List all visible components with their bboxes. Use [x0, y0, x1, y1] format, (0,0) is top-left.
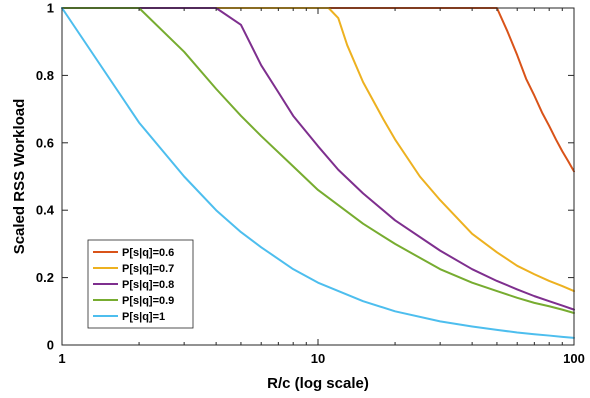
legend-label-1: P[s|q]=0.6	[122, 247, 174, 259]
y-tick-label: 0.4	[36, 203, 55, 218]
legend: P[s|q]=0.6 P[s|q]=0.7 P[s|q]=0.8 P[s|q]=0.9…	[87, 239, 194, 329]
x-tick-label: 100	[563, 351, 585, 366]
x-tick-label: 1	[58, 351, 65, 366]
series-line-2	[61, 7, 575, 293]
y-axis-label: Scaled RSS Workload	[11, 99, 28, 255]
y-tick-label: 0.8	[36, 68, 54, 83]
y-tick-label: 0	[47, 338, 54, 353]
series-layer	[61, 7, 575, 339]
series-line-3	[61, 7, 575, 311]
legend-label-2: P[s|q]=0.7	[122, 263, 174, 275]
series-line-5	[61, 7, 575, 339]
x-axis-label: R/c (log scale)	[267, 375, 369, 392]
x-tick-label: 10	[311, 351, 325, 366]
legend-label-3: P[s|q]=0.8	[122, 279, 174, 291]
y-tick-label: 0.2	[36, 270, 54, 285]
y-tick-label: 1	[47, 1, 54, 16]
series-line-4	[61, 7, 575, 314]
legend-label-5: P[s|q]=1	[122, 311, 165, 323]
y-tick-label: 0.6	[36, 135, 54, 150]
ticks-layer: 1 10 100 0 0.2 0.4 0.6 0.8 1	[36, 1, 585, 367]
legend-label-4: P[s|q]=0.9	[122, 295, 174, 307]
series-line-1	[61, 7, 575, 173]
